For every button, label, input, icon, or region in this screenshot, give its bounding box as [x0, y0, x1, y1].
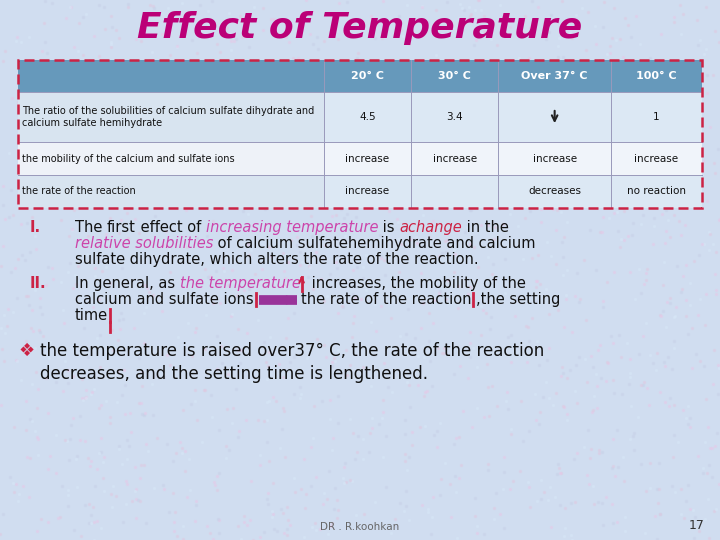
Bar: [18, 60, 702, 208]
Text: increase: increase: [345, 153, 390, 164]
Bar: [18, 142, 323, 175]
Bar: [611, 92, 702, 142]
Text: increase: increase: [345, 186, 390, 197]
Bar: [498, 92, 611, 142]
Text: increasing temperature: increasing temperature: [206, 220, 378, 235]
Bar: [18, 92, 323, 142]
Bar: [411, 142, 498, 175]
Bar: [323, 60, 411, 92]
Text: 4.5: 4.5: [359, 112, 376, 122]
Bar: [498, 175, 611, 208]
Bar: [498, 142, 611, 175]
Text: Effect of Temperature: Effect of Temperature: [138, 11, 582, 45]
Text: II.: II.: [30, 276, 47, 291]
Bar: [411, 60, 498, 92]
Bar: [411, 92, 498, 142]
Text: first: first: [107, 220, 136, 235]
Bar: [611, 60, 702, 92]
Text: the mobility of the calcium and sulfate ions: the mobility of the calcium and sulfate …: [22, 153, 235, 164]
Text: 1: 1: [653, 112, 660, 122]
Text: I.: I.: [30, 220, 41, 235]
Text: sulfate dihydrate, which alters the rate of the reaction.: sulfate dihydrate, which alters the rate…: [75, 252, 479, 267]
Bar: [18, 60, 323, 92]
Text: calcium and sulfate ions: calcium and sulfate ions: [75, 292, 253, 307]
Text: The ratio of the solubilities of calcium sulfate dihydrate and
calcium sulfate h: The ratio of the solubilities of calcium…: [22, 106, 314, 128]
Text: the rate of the reaction: the rate of the reaction: [301, 292, 471, 307]
Text: time: time: [75, 308, 108, 323]
Text: 100° C: 100° C: [636, 71, 677, 81]
Bar: [411, 175, 498, 208]
Bar: [18, 175, 323, 208]
Bar: [611, 175, 702, 208]
Text: DR . R.koohkan: DR . R.koohkan: [320, 522, 400, 532]
Text: is: is: [378, 220, 400, 235]
Text: increases, the mobility of the: increases, the mobility of the: [307, 276, 526, 291]
Text: ❖: ❖: [18, 342, 34, 360]
Text: in the: in the: [462, 220, 509, 235]
Bar: [611, 142, 702, 175]
Text: ,the setting: ,the setting: [476, 292, 560, 307]
Text: relative solubilities: relative solubilities: [75, 236, 213, 251]
Text: achange: achange: [400, 220, 462, 235]
Text: 30° C: 30° C: [438, 71, 471, 81]
Text: increase: increase: [433, 153, 477, 164]
Text: effect of: effect of: [136, 220, 206, 235]
Bar: [323, 175, 411, 208]
Text: In general, as: In general, as: [75, 276, 180, 291]
Text: decreases: decreases: [528, 186, 581, 197]
Bar: [323, 92, 411, 142]
Text: of calcium sulfatehemihydrate and calcium: of calcium sulfatehemihydrate and calciu…: [213, 236, 536, 251]
Text: Over 37° C: Over 37° C: [521, 71, 588, 81]
Text: 17: 17: [689, 519, 705, 532]
Text: the rate of the reaction: the rate of the reaction: [22, 186, 136, 197]
Text: increase: increase: [533, 153, 577, 164]
Text: 3.4: 3.4: [446, 112, 463, 122]
Bar: [323, 142, 411, 175]
Text: the temperature is raised over37° C, the rate of the reaction
decreases, and the: the temperature is raised over37° C, the…: [40, 342, 544, 383]
Text: The: The: [75, 220, 107, 235]
Text: increase: increase: [634, 153, 678, 164]
Text: no reaction: no reaction: [627, 186, 686, 197]
Text: 20° C: 20° C: [351, 71, 384, 81]
Bar: [498, 60, 611, 92]
Text: the temperature: the temperature: [180, 276, 301, 291]
